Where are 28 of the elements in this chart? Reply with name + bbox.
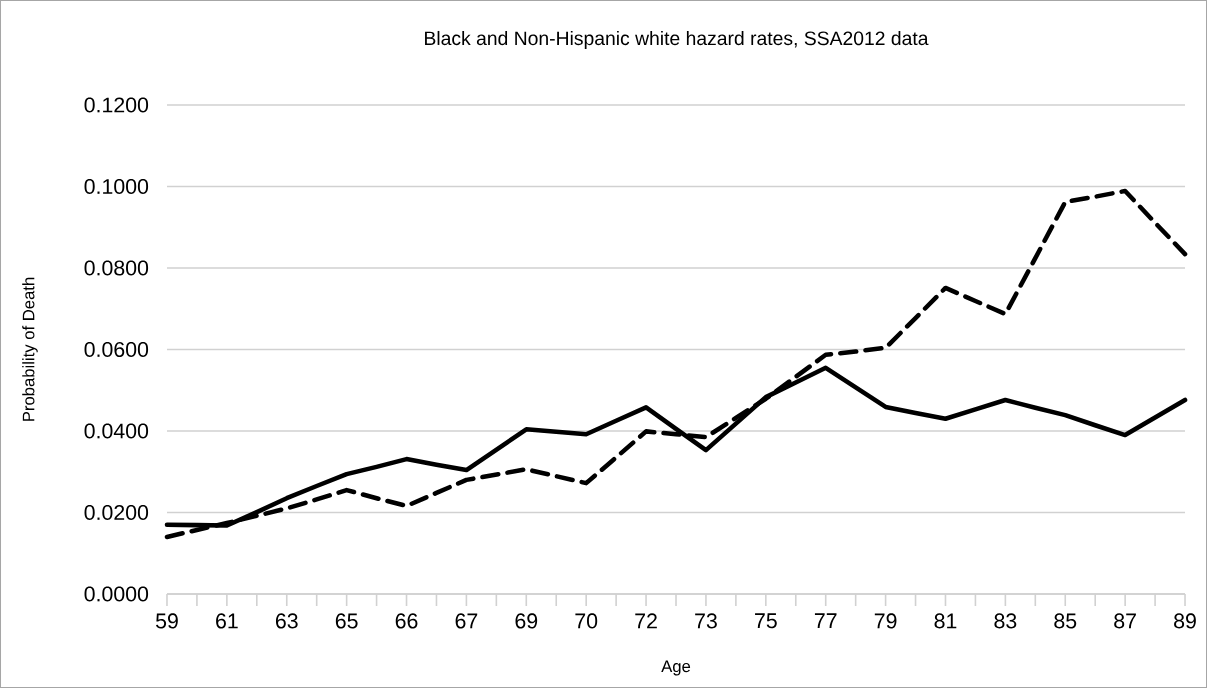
x-tick-label: 66 [395, 613, 418, 629]
y-tick-label: 0.1200 [84, 97, 149, 113]
y-tick-label: 0.0600 [84, 341, 149, 358]
x-axis-title: Age [661, 660, 691, 676]
x-tick-label: 70 [575, 613, 598, 629]
x-tick-label: 63 [275, 613, 298, 629]
x-tick-label: 67 [455, 613, 478, 629]
y-axis-title: Probability of Death [22, 277, 38, 421]
x-tick-label: 75 [755, 613, 777, 629]
x-tick-label: 83 [994, 613, 1017, 629]
x-tick-label: 65 [335, 613, 358, 629]
x-tick-label: 79 [874, 613, 897, 629]
x-tick-label: 77 [814, 613, 837, 629]
x-tick-label: 87 [1114, 613, 1136, 629]
y-tick-label: 0.0000 [84, 586, 149, 602]
x-tick-label: 72 [635, 613, 657, 629]
x-tick-label: 85 [1054, 613, 1077, 629]
x-tick-label: 81 [934, 613, 957, 629]
x-tick-label: 61 [216, 613, 238, 629]
y-tick-label: 0.0400 [84, 423, 149, 439]
x-tick-label: 69 [515, 613, 538, 629]
chart-title: Black and Non-Hispanic white hazard rates, SSA2012 data [425, 30, 929, 49]
y-tick-label: 0.1000 [84, 178, 149, 195]
x-tick-label: 89 [1174, 613, 1196, 629]
y-tick-label: 0.0800 [84, 260, 149, 276]
x-tick-label: 73 [695, 613, 717, 629]
x-tick-label: 59 [155, 613, 178, 629]
y-tick-label: 0.0200 [84, 504, 149, 521]
